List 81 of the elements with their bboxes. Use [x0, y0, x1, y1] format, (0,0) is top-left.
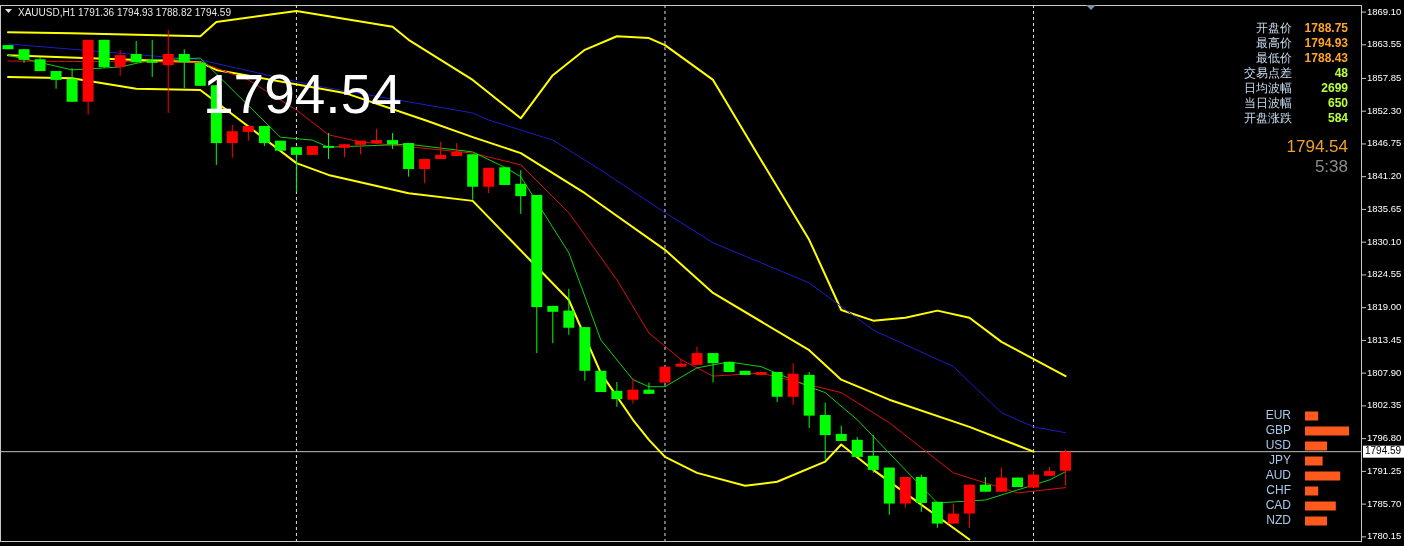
- candlestick: [290, 146, 302, 193]
- candlestick: [515, 169, 527, 215]
- y-tick-label: USD: [1265, 438, 1292, 453]
- y-tick-label: CHF: [1266, 483, 1291, 498]
- candlestick: [226, 124, 238, 159]
- annotation: 开盘涨跌: [1244, 111, 1292, 125]
- annotation: 当日波幅: [1244, 96, 1292, 110]
- y-tick-label: 1780.15: [1367, 530, 1402, 542]
- bar: [1305, 456, 1323, 466]
- candlestick: [931, 501, 943, 529]
- bar: [1305, 441, 1327, 451]
- y-tick-label: NZD: [1266, 513, 1292, 528]
- candlestick: [691, 346, 703, 366]
- y-tick-label: 1869.10: [1367, 5, 1402, 17]
- y-tick-label: 1846.75: [1367, 137, 1402, 149]
- candlestick: [675, 358, 687, 368]
- y-tick-label: 1807.90: [1367, 366, 1402, 378]
- y-tick-label: 1841.20: [1367, 170, 1402, 182]
- y-tick-label: AUD: [1265, 468, 1292, 483]
- bar: [1305, 426, 1349, 436]
- y-tick-label: 1819.00: [1367, 301, 1402, 313]
- chart-title: XAUUSD,H1 1791.36 1794.93 1788.82 1794.59: [18, 7, 232, 18]
- annotation: 2699: [1321, 81, 1349, 95]
- y-tick-label: EUR: [1265, 408, 1292, 423]
- candlestick: [867, 434, 879, 474]
- candlestick: [643, 382, 655, 395]
- candlestick: [66, 67, 78, 103]
- y-tick-label: CAD: [1265, 498, 1292, 513]
- annotation: 584: [1327, 111, 1349, 125]
- y-tick-label: 1835.65: [1367, 202, 1402, 214]
- y-tick-label: 1813.45: [1367, 333, 1402, 345]
- annotation: 1788.43: [1304, 51, 1349, 65]
- annotation: 48: [1334, 66, 1349, 80]
- annotation: 开盘价: [1256, 21, 1292, 35]
- candlestick: [50, 70, 62, 90]
- candlestick: [178, 48, 190, 89]
- ref-line-label: 1794.59: [1365, 445, 1402, 457]
- y-tick-label: 1802.35: [1367, 399, 1402, 411]
- y-tick-label: 1852.30: [1367, 104, 1402, 116]
- candlestick: [483, 167, 495, 194]
- annotation: 交易点差: [1244, 66, 1292, 80]
- annotation: 650: [1327, 96, 1349, 110]
- candlestick: [162, 29, 174, 114]
- bar: [1305, 486, 1319, 496]
- bar: [1305, 516, 1327, 526]
- candlestick: [819, 402, 831, 461]
- annotation: 日均波幅: [1244, 81, 1292, 95]
- annotation: 1788.75: [1304, 21, 1349, 35]
- candlestick: [947, 503, 959, 525]
- y-tick-label: GBP: [1265, 423, 1291, 438]
- annotation: 最高价: [1256, 36, 1292, 50]
- candlestick: [627, 377, 639, 405]
- candlestick: [322, 132, 334, 160]
- y-tick-label: 1785.70: [1367, 497, 1402, 509]
- candlestick: [547, 305, 559, 344]
- y-tick-label: 1791.25: [1367, 464, 1402, 476]
- line-series: [7, 75, 971, 541]
- candlestick: [787, 362, 799, 406]
- candlestick: [851, 436, 863, 458]
- candlestick: [114, 49, 126, 77]
- candlestick: [995, 467, 1007, 493]
- annotation: 最低价: [1256, 51, 1292, 65]
- annotation: 1794.54: [1286, 137, 1348, 156]
- y-tick-label: 1796.80: [1367, 432, 1402, 444]
- y-tick-label: 1857.85: [1367, 71, 1402, 83]
- annotation: 5:38: [1314, 157, 1348, 176]
- y-tick-label: 1824.55: [1367, 268, 1402, 280]
- candlestick: [563, 288, 575, 336]
- y-tick-label: 1863.55: [1367, 38, 1402, 50]
- annotation: 1794.93: [1304, 36, 1349, 50]
- bar: [1305, 501, 1336, 511]
- candlestick: [611, 381, 623, 408]
- y-tick-label: 1830.10: [1367, 235, 1402, 247]
- candlestick: [419, 158, 431, 184]
- y-tick-label: JPY: [1268, 453, 1291, 468]
- bar: [1305, 471, 1341, 481]
- candlestick: [146, 39, 158, 78]
- line-series: [7, 9, 1067, 378]
- bar: [1305, 411, 1319, 421]
- candlestick: [707, 352, 719, 384]
- candlestick: [1060, 449, 1072, 487]
